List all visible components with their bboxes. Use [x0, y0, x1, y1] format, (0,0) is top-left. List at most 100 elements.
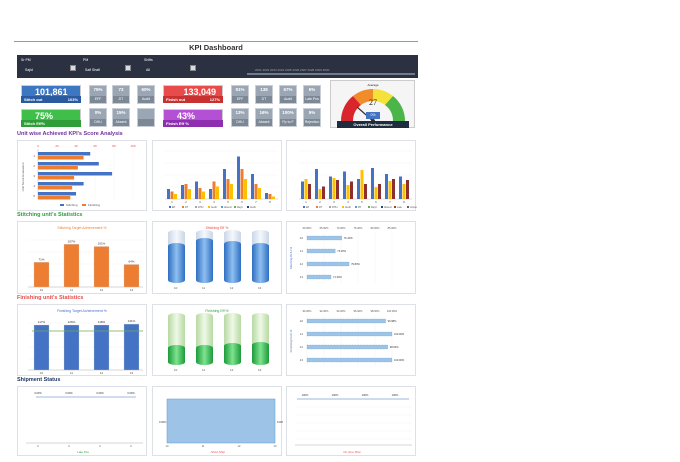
stitch-kpi-dt: 73 DT [112, 85, 130, 104]
bar-dhu [258, 188, 261, 199]
data-label: 0.00% [127, 391, 135, 395]
category-label: 11 [202, 444, 205, 448]
legend-label: DT [319, 206, 323, 209]
stitch-target-chart: Stitching Target Achievement % 71% 10 107%… [17, 221, 147, 294]
category-label: 0 [130, 444, 132, 448]
tick-label: 75.00% [354, 226, 363, 230]
legend-swatch [329, 206, 331, 208]
finish-kpi-svg: 1 2 3 4 5 6 7 8 Eff DT DHU Audit PP Rejct Absent Late In… [299, 150, 422, 209]
category-label: 10 [40, 371, 44, 375]
bar-dhu [244, 179, 247, 199]
tick-label: 100.00% [387, 309, 398, 313]
bar-eff [357, 179, 360, 199]
bar-dt [226, 179, 230, 199]
bar [33, 324, 50, 371]
tick-label: 100 [130, 144, 135, 148]
category-label: 4 [347, 200, 349, 204]
x-axis-label: Short Ship [211, 450, 225, 454]
stitch-hbar-svg: 60.00% 65.00% 70.00% 75.00% 80.00% 85.00% 76.4… [289, 226, 397, 284]
data-label: 64% [128, 260, 134, 264]
cylinder-bar [224, 230, 241, 283]
legend-swatch [394, 206, 396, 208]
category-label: 13 [258, 286, 262, 290]
category-label: 2 [33, 164, 35, 168]
filter-shifts-button[interactable] [190, 65, 196, 71]
cylinder-bar [196, 230, 213, 283]
tick-label: 85.00% [388, 226, 397, 230]
filter-value-sr-pm[interactable]: Sajid [25, 68, 33, 72]
data-label: 100% [362, 393, 369, 397]
data-label: 118% [98, 320, 106, 324]
area-fill [166, 398, 276, 444]
data-label: 96.98% [388, 319, 397, 323]
gauge-top-label: Average [367, 83, 379, 87]
filter-pm-button[interactable] [125, 65, 131, 71]
bar-reject [378, 184, 381, 199]
cylinder-bar [224, 313, 241, 365]
bar [63, 324, 80, 371]
category-label: 2 [185, 200, 187, 204]
legend-label: Stitching [66, 203, 78, 207]
tick-label: 80 [112, 144, 116, 148]
category-label: 8 [269, 200, 271, 204]
cylinder-bar [252, 313, 269, 365]
bar [306, 274, 332, 280]
bar-dhu [216, 186, 219, 199]
bar [63, 244, 80, 288]
legend-label: Audit [250, 206, 256, 209]
category-label: 11 [202, 368, 206, 372]
stitch-eff-title: Stitching Eff % [205, 226, 229, 230]
legend-label: Audit [345, 206, 351, 209]
bar [306, 344, 388, 350]
category-label: 4 [33, 184, 35, 188]
legend-label: DHU [332, 206, 338, 209]
bar-eff [195, 181, 198, 199]
category-label: 3 [33, 174, 35, 178]
category-label: 13 [130, 288, 134, 292]
category-label: 3 [333, 200, 335, 204]
legend-swatch [316, 206, 318, 208]
category-label: 1 [33, 154, 35, 158]
legend-swatch [208, 206, 210, 208]
cylinder-fill [196, 237, 213, 283]
tick-label: 0 [37, 144, 39, 148]
bar-dt [198, 188, 202, 199]
stitch-target-title: Stitching Target Achievement % [57, 226, 107, 230]
filter-sr-pm-button[interactable] [70, 65, 76, 71]
data-label: 76.40% [344, 236, 353, 240]
category-label: 1 [305, 200, 307, 204]
timeline-slider[interactable] [247, 73, 415, 75]
data-label: 71% [38, 257, 44, 261]
data-label: 73.30% [337, 249, 346, 253]
on-time-svg: 100% 100% 100% 100% On time Ship [295, 393, 412, 454]
finish-kpi-audit: 67% Audit [279, 85, 297, 104]
bar-finishing [38, 156, 84, 160]
category-label: 12 [230, 368, 234, 372]
stitch-kpi-absent: 15% Absent [112, 108, 130, 127]
section-unit-title: Unit wise Achieved KPI's Score Analysis [17, 131, 123, 137]
late-pcs-svg: 0.00% 0 0.00% 0 0.00% 0 0.00% 0 Late Pcs [26, 391, 143, 454]
tick-label: 65.00% [320, 226, 329, 230]
section-shipment-title: Shipment Status [17, 377, 61, 383]
y-axis-label: Finishing DHU % [289, 329, 293, 352]
bar-finishing [38, 196, 71, 200]
bar-dt [240, 169, 244, 199]
bar [93, 246, 110, 288]
legend-swatch [407, 206, 409, 208]
legend-label: DT [185, 206, 189, 209]
legend-swatch [303, 206, 305, 208]
bar-finishing [38, 166, 78, 170]
stitch-kpi-svg: 1 2 3 4 5 6 7 8 Eff DT DHU Audit Absent Rejct Audit [165, 150, 278, 209]
gauge-sub-value: 0% [366, 112, 380, 119]
legend-label: Eff [172, 206, 175, 209]
category-label: 11 [70, 371, 73, 375]
filter-value-pm[interactable]: Saif Shafi [85, 68, 100, 72]
category-label: 10 [174, 368, 178, 372]
legend-label: Audit [211, 206, 217, 209]
data-label: 0.00% [159, 420, 167, 424]
filter-value-shifts[interactable]: All [146, 68, 150, 72]
legend-swatch [247, 206, 249, 208]
tick-label: 98.00% [371, 309, 380, 313]
short-ship-chart: 0.00% 0.00% 10 11 12 13 Short Ship [152, 386, 285, 456]
legend-swatch [169, 206, 171, 208]
